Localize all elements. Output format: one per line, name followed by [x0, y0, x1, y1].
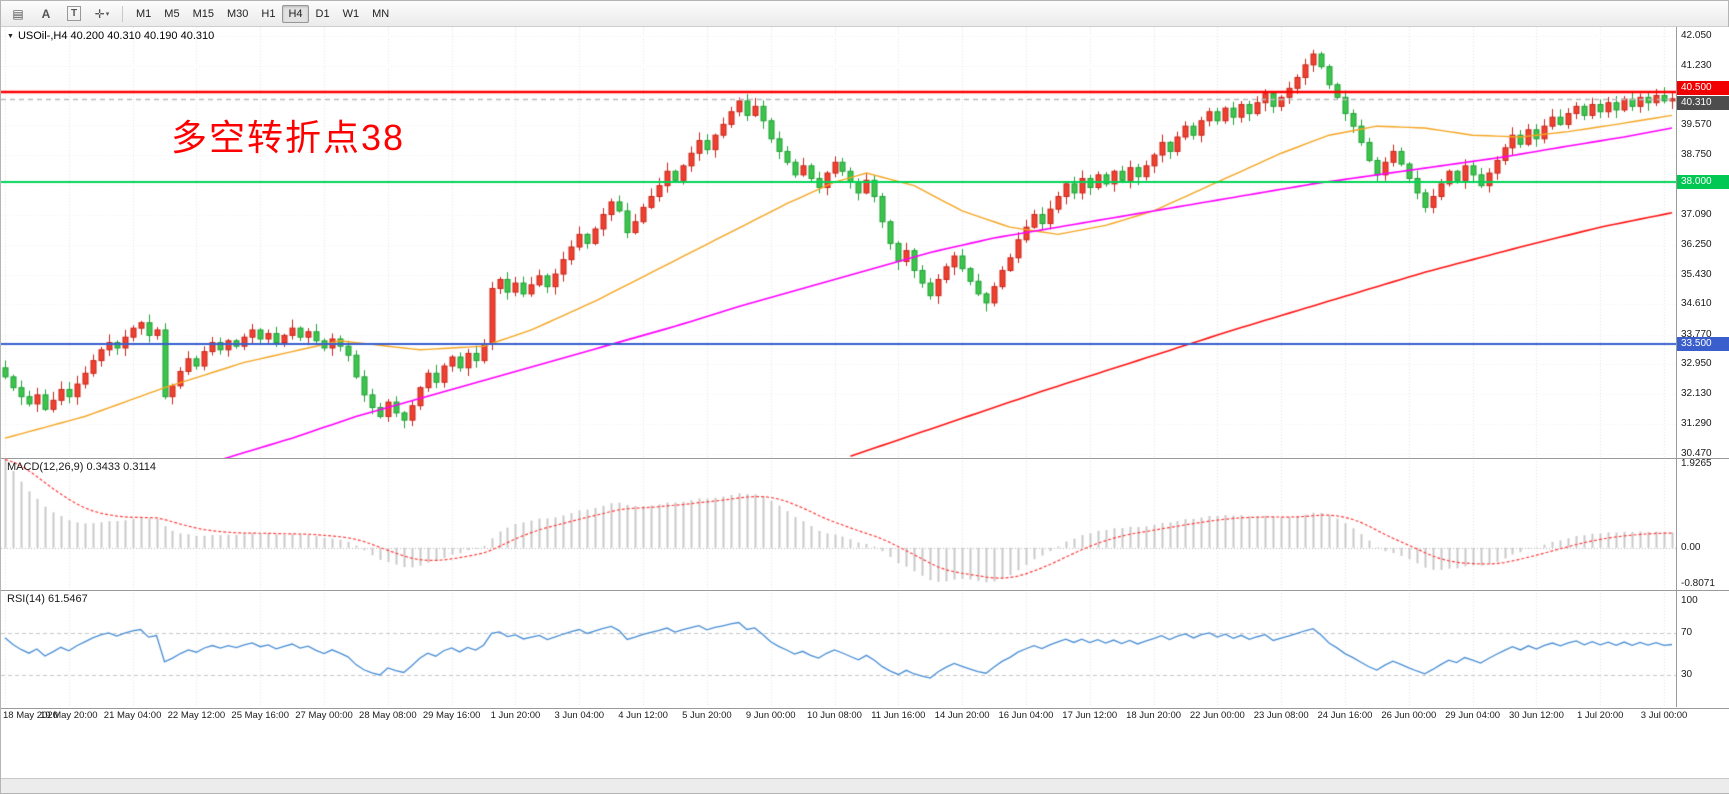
price-chart-canvas[interactable]	[1, 27, 1676, 458]
chart-list-icon: ▤	[12, 6, 24, 21]
price-axis-label: 41.230	[1681, 59, 1712, 71]
time-axis-label: 10 Jun 08:00	[807, 710, 862, 721]
price-axis-label: 38.750	[1681, 149, 1712, 161]
price-axis-label: 39.570	[1681, 119, 1712, 131]
time-axis-label: 25 May 16:00	[231, 710, 290, 721]
time-axis-label: 27 May 00:00	[295, 710, 353, 721]
timeframe-button-m30[interactable]: M30	[226, 7, 249, 20]
panel-separator	[1, 708, 1729, 709]
price-axis-label: 32.130	[1681, 387, 1712, 399]
time-axis-label: 22 May 12:00	[167, 710, 226, 721]
letter-a-icon: A	[41, 6, 51, 21]
macd-axis-label: 1.9265	[1681, 458, 1712, 469]
time-axis-label: 18 Jun 20:00	[1126, 710, 1182, 721]
timeframe-button-h4[interactable]: H4	[282, 4, 309, 23]
chart-window: ▼ USOil-,H4 40.200 40.310 40.190 40.310 …	[1, 27, 1729, 781]
price-badge-40.310: 40.310	[1677, 95, 1729, 110]
time-axis-label: 1 Jun 20:00	[490, 710, 541, 721]
toolbar-separator	[122, 5, 123, 22]
price-axis[interactable]: 42.050 41.230 39.570 38.750 37.090 36.250 35.4…	[1676, 27, 1729, 459]
price-axis-label: 34.610	[1681, 298, 1712, 310]
symbol-ohlc-title: USOil-,H4 40.200 40.310 40.190 40.310	[17, 30, 215, 42]
panel-separator[interactable]	[1, 590, 1729, 591]
panel-separator[interactable]	[1, 458, 1729, 459]
macd-axis-label: 0.00	[1681, 541, 1701, 553]
time-axis-label: 18 May 2020	[3, 710, 58, 721]
macd-axis-label: -0.8071	[1681, 577, 1715, 589]
time-axis-label: 29 Jun 04:00	[1445, 710, 1501, 721]
price-axis-label: 36.250	[1681, 239, 1712, 251]
toolbar-tool-buttons: ▤ A T ✛ ▾	[5, 3, 115, 25]
time-axis-label: 30 Jun 12:00	[1508, 710, 1564, 721]
dropdown-caret-icon: ▾	[105, 10, 110, 18]
letter-a-button[interactable]: A	[33, 3, 59, 25]
time-axis-label: 5 Jun 20:00	[682, 710, 732, 721]
timeframe-toolbar: M1 M5 M15 M30 H1 H4 D1 W1 MN	[130, 4, 395, 23]
time-axis-label: 16 Jun 04:00	[998, 710, 1054, 721]
price-badge-40.500: 40.500	[1677, 80, 1729, 95]
timeframe-button-d1[interactable]: D1	[315, 7, 330, 20]
rsi-panel-canvas[interactable]	[1, 590, 1676, 707]
window-bottom-strip	[1, 778, 1729, 793]
text-tool-button[interactable]: T	[61, 3, 87, 25]
price-badge-38.000: 38.000	[1677, 175, 1729, 190]
time-axis-label: 23 Jun 08:00	[1253, 710, 1309, 721]
rsi-axis-label: 100	[1681, 594, 1698, 606]
timeframe-button-m15[interactable]: M15	[192, 7, 214, 20]
timeframe-button-mn[interactable]: MN	[372, 7, 390, 20]
time-axis-label: 22 Jun 00:00	[1189, 710, 1245, 721]
timeframe-button-w1[interactable]: W1	[342, 7, 360, 20]
time-axis-label: 11 Jun 16:00	[871, 710, 926, 721]
rsi-axis-label: 70	[1681, 626, 1693, 638]
time-axis-label: 17 Jun 12:00	[1062, 710, 1118, 721]
time-axis[interactable]: 18 May 2020 19 May 20:00 21 May 04:00 22 Ma…	[1, 709, 1687, 725]
collapse-triangle-icon[interactable]: ▼	[7, 32, 14, 40]
price-axis-label: 30.470	[1681, 447, 1712, 459]
time-axis-label: 24 Jun 16:00	[1317, 710, 1373, 721]
chart-annotation-text: 多空转折点38	[171, 117, 406, 158]
text-tool-icon: T	[66, 6, 82, 21]
time-axis-label: 14 Jun 20:00	[934, 710, 990, 721]
rsi-indicator-label: RSI(14) 61.5467	[7, 593, 88, 605]
time-axis-label: 3 Jul 00:00	[1640, 710, 1688, 721]
time-axis-label: 26 Jun 00:00	[1381, 710, 1437, 721]
crosshair-tool-icon: ✛	[94, 6, 105, 21]
price-axis-label: 33.770	[1681, 328, 1712, 340]
macd-panel-canvas[interactable]	[1, 458, 1676, 590]
price-axis-label: 32.950	[1681, 358, 1712, 370]
time-axis-label: 19 May 20:00	[40, 710, 98, 721]
macd-indicator-label: MACD(12,26,9) 0.3433 0.3114	[7, 461, 156, 473]
macd-axis[interactable]: 1.9265 0.00 -0.8071	[1676, 458, 1729, 590]
time-axis-label: 1 Jul 20:00	[1576, 710, 1624, 721]
time-axis-label: 28 May 08:00	[359, 710, 417, 721]
price-axis-label: 42.050	[1681, 30, 1712, 42]
time-axis-label: 21 May 04:00	[103, 710, 162, 721]
price-badge-33.500: 33.500	[1677, 337, 1729, 352]
price-axis-label: 35.430	[1681, 268, 1712, 280]
timeframe-button-m5[interactable]: M5	[164, 7, 180, 20]
main-toolbar: ▤ A T ✛ ▾ M1 M5 M15 M30 H1 H4 D1 W1 MN	[1, 1, 1728, 27]
price-axis-label: 37.090	[1681, 208, 1712, 220]
price-axis-label: 31.290	[1681, 418, 1712, 430]
time-axis-label: 3 Jun 04:00	[554, 710, 605, 721]
timeframe-button-h1[interactable]: H1	[261, 7, 276, 20]
rsi-axis-label: 30	[1681, 669, 1693, 681]
crosshair-tool-button[interactable]: ✛ ▾	[89, 3, 115, 25]
time-axis-label: 9 Jun 00:00	[745, 710, 796, 721]
chart-list-button[interactable]: ▤	[5, 3, 31, 25]
rsi-axis[interactable]: 100 70 30	[1676, 590, 1729, 707]
timeframe-button-m1[interactable]: M1	[136, 7, 152, 20]
time-axis-label: 29 May 16:00	[422, 710, 481, 721]
chart-symbol-header[interactable]: ▼ USOil-,H4 40.200 40.310 40.190 40.310	[7, 30, 214, 42]
time-axis-label: 4 Jun 12:00	[618, 710, 668, 721]
